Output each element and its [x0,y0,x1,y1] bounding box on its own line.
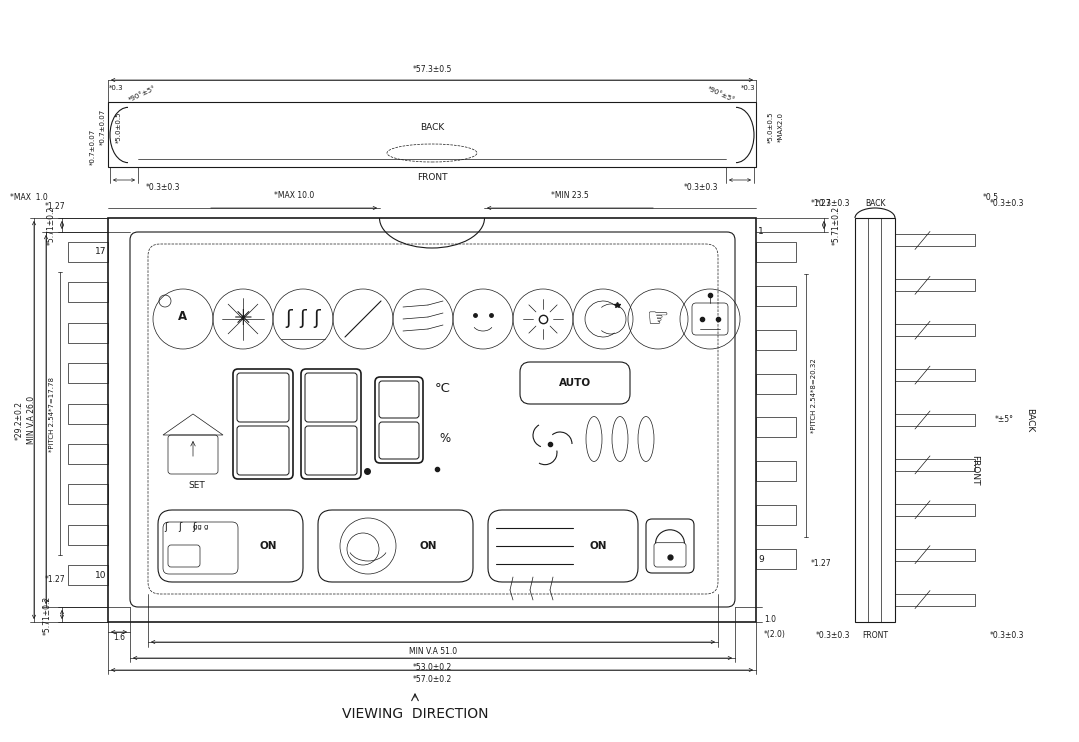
Text: *MIN 23.5: *MIN 23.5 [551,191,589,200]
Text: 1.6: 1.6 [113,634,125,643]
Text: *5.71±0.2: *5.71±0.2 [832,206,841,245]
Text: *PITCH 2.54*8=20.32: *PITCH 2.54*8=20.32 [811,358,817,433]
Text: *MAX 10.0: *MAX 10.0 [274,191,314,200]
Text: ʃ: ʃ [178,522,181,532]
Text: *0.5: *0.5 [983,194,999,203]
Text: *0.3±0.3: *0.3±0.3 [816,631,850,640]
Text: ʃ: ʃ [286,309,292,329]
Text: *1.27: *1.27 [44,202,65,211]
Text: *0.3: *0.3 [740,85,755,91]
Bar [68,363,108,383]
Bar [894,414,975,426]
Bar [756,549,796,569]
Text: *0.3±0.3: *0.3±0.3 [684,183,719,191]
Bar [756,242,796,262]
Text: BACK: BACK [1025,408,1035,432]
Text: *0.3±0.3: *0.3±0.3 [816,200,850,209]
Text: SET: SET [188,482,205,490]
Text: *90°±5°: *90°±5° [707,85,736,103]
Text: ʃ: ʃ [300,309,306,329]
Text: *5.0±0.5: *5.0±0.5 [117,111,122,142]
Text: ʃ: ʃ [314,309,320,329]
Bar [894,324,975,336]
Bar [108,218,756,622]
Text: gg g: gg g [193,524,208,530]
Bar [756,329,796,349]
Text: *0.3±0.3: *0.3±0.3 [991,200,1024,209]
Text: ON: ON [589,541,606,551]
Text: 10: 10 [95,571,106,580]
Bar [68,404,108,424]
Text: %: % [439,433,450,445]
Text: ☞: ☞ [646,307,669,331]
Text: °C: °C [435,382,451,395]
Text: *53.0±0.2: *53.0±0.2 [412,663,452,672]
Text: FRONT: FRONT [862,631,888,640]
Text: A: A [178,310,188,324]
Bar [894,548,975,561]
Text: *1.27: *1.27 [811,559,832,568]
Bar [894,594,975,605]
Text: ʃ: ʃ [164,522,167,532]
Text: ON: ON [259,541,276,551]
Text: FRONT: FRONT [970,455,980,485]
Text: *±5°: *±5° [995,416,1014,424]
Text: BACK: BACK [864,200,885,209]
Text: *57.3±0.5: *57.3±0.5 [412,65,452,74]
Bar [68,444,108,464]
Text: FRONT: FRONT [416,172,448,182]
Text: *29.2±0.2: *29.2±0.2 [15,401,24,439]
Bar [756,418,796,438]
Bar [756,505,796,525]
Bar [108,102,756,167]
Text: *0.3±0.3: *0.3±0.3 [146,183,180,191]
Bar [855,218,894,622]
Text: MIN V.A 26.0: MIN V.A 26.0 [27,396,36,444]
Text: VIEWING  DIRECTION: VIEWING DIRECTION [342,707,489,721]
Text: *0.7±0.07: *0.7±0.07 [100,109,106,145]
Text: *0.7±0.07: *0.7±0.07 [90,129,96,165]
Text: *5.71±0.2: *5.71±0.2 [47,206,56,245]
Text: *MAX  1.0: *MAX 1.0 [10,194,47,203]
Text: ✳: ✳ [234,309,252,329]
Bar [894,279,975,292]
Bar [68,565,108,585]
Text: *MAX2.0: *MAX2.0 [778,112,784,142]
Bar [68,283,108,303]
Text: *5.71±0.2: *5.71±0.2 [43,595,52,634]
Text: AUTO: AUTO [559,378,591,388]
Bar [68,525,108,545]
Text: *1.27: *1.27 [44,576,65,585]
Text: BACK: BACK [420,122,445,131]
Text: *90°±5°: *90°±5° [128,85,158,103]
Text: *0.3±0.3: *0.3±0.3 [991,631,1024,640]
Text: *5.0±0.5: *5.0±0.5 [768,111,774,142]
Bar [894,234,975,246]
Bar [68,242,108,262]
Bar [756,286,796,306]
Text: *PITCH 2.54*7=17.78: *PITCH 2.54*7=17.78 [49,376,55,451]
Text: *(2.0): *(2.0) [764,629,786,639]
Text: *57.0±0.2: *57.0±0.2 [412,675,452,685]
Bar [894,369,975,381]
Text: 1: 1 [759,227,764,236]
Bar [756,462,796,482]
Bar [894,504,975,516]
Text: *1.27: *1.27 [811,199,832,208]
Text: 17: 17 [95,248,106,257]
Text: *0.3: *0.3 [109,85,123,91]
Bar [68,485,108,505]
Bar [756,373,796,393]
Bar [894,459,975,471]
Text: 9: 9 [759,554,764,563]
Text: ʃ: ʃ [192,522,195,532]
Bar [68,323,108,343]
Text: ON: ON [420,541,437,551]
Text: MIN V.A 51.0: MIN V.A 51.0 [409,648,457,657]
Text: 1.0: 1.0 [764,616,776,625]
